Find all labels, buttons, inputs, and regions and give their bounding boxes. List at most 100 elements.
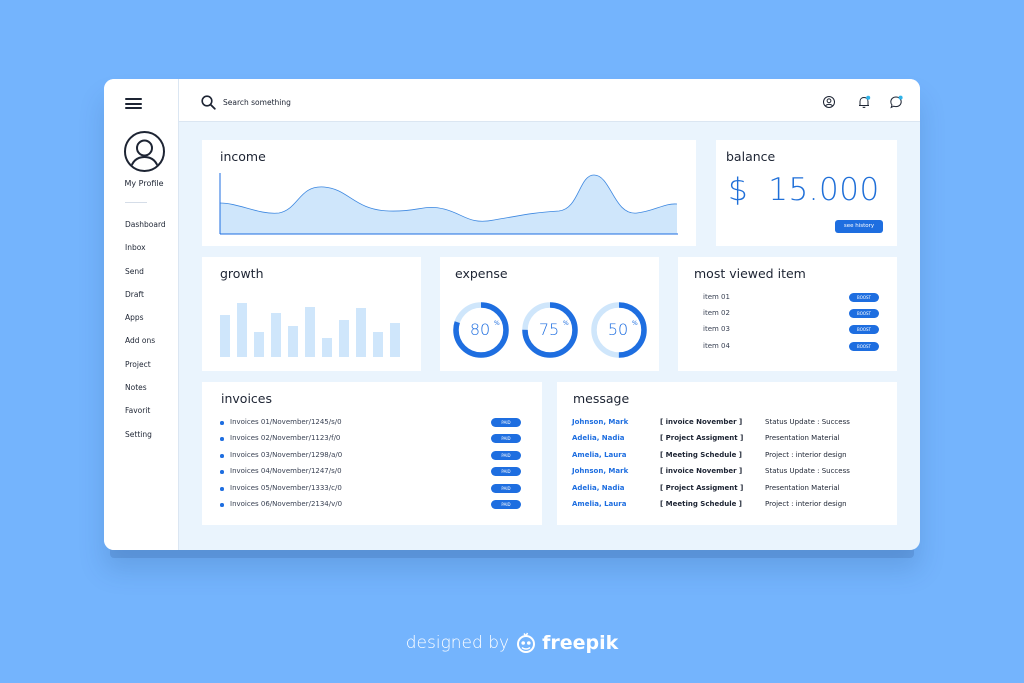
table-row[interactable]: Amelia, Laura [ Meeting Schedule ] Proje… bbox=[572, 499, 902, 511]
avatar[interactable] bbox=[124, 131, 165, 172]
sidebar-item-draft[interactable]: Draft bbox=[125, 289, 144, 299]
message-subject: [ invoice November ] bbox=[660, 467, 743, 475]
footer-prefix: designed by bbox=[405, 633, 510, 653]
user-icon[interactable] bbox=[822, 95, 836, 109]
item-label: item 01 bbox=[703, 293, 730, 301]
income-area-chart bbox=[219, 173, 678, 235]
growth-bar bbox=[288, 326, 298, 357]
growth-bar bbox=[373, 332, 383, 357]
list-item: item 03 BOOST bbox=[703, 324, 883, 336]
sidebar-item-inbox[interactable]: Inbox bbox=[125, 243, 146, 253]
bell-icon[interactable] bbox=[857, 95, 871, 109]
sender-name[interactable]: Johnson, Mark bbox=[572, 467, 629, 475]
growth-bar bbox=[339, 320, 349, 357]
message-status: Status Update : Success bbox=[765, 467, 850, 475]
table-row[interactable]: Invoices 05/November/1333/c/0 PAID bbox=[220, 483, 530, 495]
search-icon[interactable] bbox=[201, 95, 216, 110]
table-row[interactable]: Johnson, Mark [ invoice November ] Statu… bbox=[572, 466, 902, 478]
profile-label[interactable]: My Profile bbox=[124, 179, 164, 188]
search-input[interactable] bbox=[223, 95, 443, 110]
invoice-label: Invoices 02/November/1123/f/0 bbox=[230, 434, 341, 442]
message-status: Status Update : Success bbox=[765, 418, 850, 426]
table-row[interactable]: Invoices 04/November/1247/s/0 PAID bbox=[220, 466, 530, 478]
income-title: income bbox=[220, 149, 266, 164]
expense-ring-unit: % bbox=[632, 320, 638, 327]
balance-value: 15.000 bbox=[768, 172, 880, 208]
sidebar-item-dashboard[interactable]: Dashboard bbox=[125, 220, 166, 229]
table-row[interactable]: Adelia, Nadia [ Project Assigment ] Pres… bbox=[572, 433, 902, 445]
sidebar-item-apps[interactable]: Apps bbox=[125, 313, 144, 323]
bullet-icon bbox=[220, 487, 224, 491]
sidebar-item-send[interactable]: Send bbox=[125, 266, 144, 276]
message-subject: [ invoice November ] bbox=[660, 418, 743, 426]
table-row[interactable]: Invoices 02/November/1123/f/0 PAID bbox=[220, 433, 530, 445]
message-subject: [ Meeting Schedule ] bbox=[660, 451, 742, 459]
table-row[interactable]: Adelia, Nadia [ Project Assigment ] Pres… bbox=[572, 483, 902, 495]
table-row[interactable]: Invoices 06/November/2134/v/0 PAID bbox=[220, 499, 530, 511]
list-item: item 01 BOOST bbox=[703, 292, 883, 304]
growth-bar-chart bbox=[220, 303, 400, 357]
see-history-button[interactable]: see history bbox=[835, 220, 883, 233]
sender-name[interactable]: Adelia, Nadia bbox=[572, 434, 625, 442]
growth-bar bbox=[356, 308, 366, 357]
table-row[interactable]: Amelia, Laura [ Meeting Schedule ] Proje… bbox=[572, 450, 902, 462]
invoice-label: Invoices 01/November/1245/s/0 bbox=[230, 418, 342, 426]
invoice-label: Invoices 06/November/2134/v/0 bbox=[230, 500, 343, 508]
dashboard-window: My Profile Dashboard Inbox Send Draft Ap… bbox=[104, 79, 920, 550]
bullet-icon bbox=[220, 421, 224, 425]
freepik-logo-icon bbox=[517, 632, 536, 653]
expense-ring-1: 80 % bbox=[453, 302, 509, 358]
paid-badge: PAID bbox=[491, 484, 521, 493]
sidebar-item-favorit[interactable]: Favorit bbox=[125, 406, 151, 416]
growth-bar bbox=[305, 307, 315, 357]
sender-name[interactable]: Amelia, Laura bbox=[572, 500, 627, 508]
expense-ring-unit: % bbox=[494, 320, 500, 327]
table-row[interactable]: Johnson, Mark [ invoice November ] Statu… bbox=[572, 417, 902, 429]
invoice-label: Invoices 05/November/1333/c/0 bbox=[230, 484, 342, 492]
message-status: Project : interior design bbox=[765, 500, 847, 508]
growth-bar bbox=[322, 338, 332, 357]
paid-badge: PAID bbox=[491, 467, 521, 476]
hamburger-menu-icon[interactable] bbox=[125, 98, 142, 109]
invoice-label: Invoices 03/November/1298/a/0 bbox=[230, 451, 343, 459]
message-subject: [ Meeting Schedule ] bbox=[660, 500, 742, 508]
bullet-icon bbox=[220, 454, 224, 458]
income-card: income bbox=[202, 140, 696, 246]
expense-card: expense 80 % 75 % 50 % bbox=[440, 257, 659, 371]
growth-bar bbox=[390, 323, 400, 357]
message-status: Presentation Material bbox=[765, 434, 840, 442]
expense-title: expense bbox=[455, 266, 508, 281]
boost-button[interactable]: BOOST bbox=[849, 309, 879, 318]
growth-bar bbox=[237, 303, 247, 357]
item-label: item 02 bbox=[703, 309, 730, 317]
boost-button[interactable]: BOOST bbox=[849, 325, 879, 334]
sender-name[interactable]: Amelia, Laura bbox=[572, 451, 627, 459]
balance-card: balance $15.000 see history bbox=[716, 140, 897, 246]
sender-name[interactable]: Johnson, Mark bbox=[572, 418, 629, 426]
paid-badge: PAID bbox=[491, 500, 521, 509]
sidebar-item-notes[interactable]: Notes bbox=[125, 383, 147, 393]
paid-badge: PAID bbox=[491, 418, 521, 427]
invoice-label: Invoices 04/November/1247/s/0 bbox=[230, 467, 342, 475]
message-title: message bbox=[573, 391, 630, 406]
expense-ring-value: 80 bbox=[470, 320, 490, 339]
boost-button[interactable]: BOOST bbox=[849, 293, 879, 302]
message-subject: [ Project Assigment ] bbox=[660, 434, 744, 442]
sidebar-item-project[interactable]: Project bbox=[125, 359, 151, 369]
bullet-icon bbox=[220, 503, 224, 507]
sidebar-item-setting[interactable]: Setting bbox=[125, 429, 152, 439]
table-row[interactable]: Invoices 03/November/1298/a/0 PAID bbox=[220, 450, 530, 462]
most-viewed-card: most viewed item item 01 BOOST item 02 B… bbox=[678, 257, 897, 371]
chat-icon[interactable] bbox=[889, 95, 903, 109]
bullet-icon bbox=[220, 470, 224, 474]
table-row[interactable]: Invoices 01/November/1245/s/0 PAID bbox=[220, 417, 530, 429]
growth-bar bbox=[254, 332, 264, 357]
list-item: item 04 BOOST bbox=[703, 341, 883, 353]
sidebar-item-add-ons[interactable]: Add ons bbox=[125, 336, 156, 346]
sender-name[interactable]: Adelia, Nadia bbox=[572, 484, 625, 492]
boost-button[interactable]: BOOST bbox=[849, 342, 879, 351]
sidebar: My Profile Dashboard Inbox Send Draft Ap… bbox=[104, 79, 179, 550]
message-subject: [ Project Assigment ] bbox=[660, 484, 744, 492]
footer-credit: designed by freepik bbox=[0, 630, 1024, 656]
expense-ring-value: 50 bbox=[608, 320, 628, 339]
